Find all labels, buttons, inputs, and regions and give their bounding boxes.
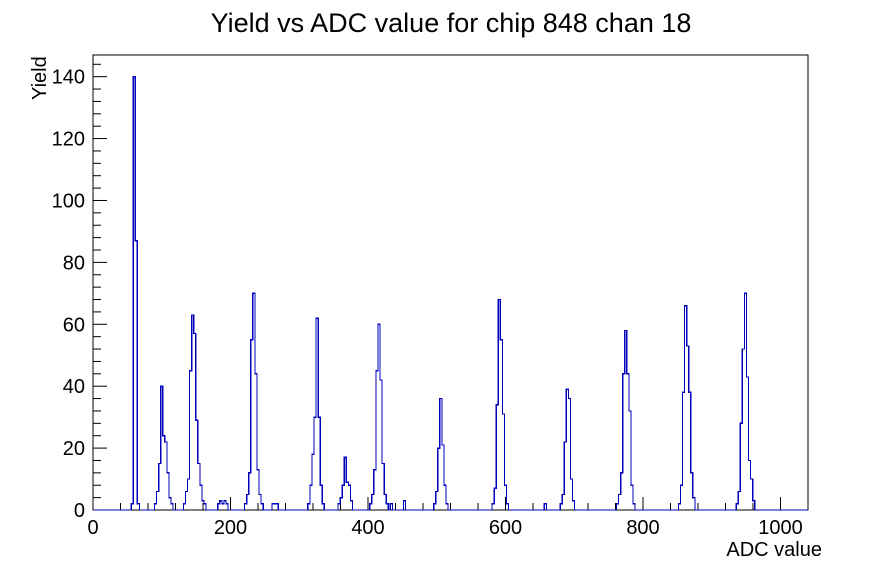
x-tick-label: 400: [351, 517, 384, 539]
x-tick-label: 600: [489, 517, 522, 539]
plot-area: 0 200 400 600 800 1000 0 20 40 60 80 100 120 140: [52, 54, 809, 539]
y-tick-label: 20: [63, 438, 85, 460]
plot-frame: [92, 54, 809, 511]
x-axis-title: ADC value: [726, 539, 822, 561]
x-tick-label: 1000: [758, 517, 803, 539]
y-tick-label: 80: [63, 252, 85, 274]
y-axis-title: Yield: [29, 56, 51, 100]
histogram-series: [93, 76, 808, 511]
y-tick-label: 60: [63, 314, 85, 336]
chart-title: Yield vs ADC value for chip 848 chan 18: [211, 8, 692, 38]
x-tick-label: 800: [626, 517, 659, 539]
y-tick-label: 40: [63, 376, 85, 398]
y-tick-label: 0: [74, 500, 85, 522]
x-tick-label: 0: [87, 517, 98, 539]
x-tick-label: 200: [214, 517, 247, 539]
y-tick-label: 100: [52, 190, 85, 212]
y-tick-label: 140: [52, 67, 85, 89]
y-tick-label: 120: [52, 129, 85, 151]
